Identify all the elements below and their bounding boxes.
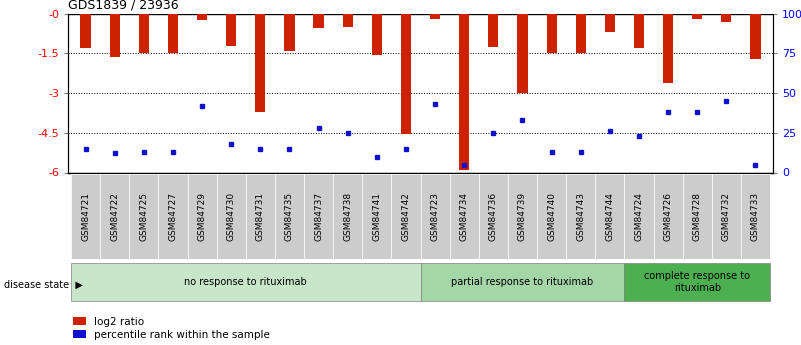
Text: GSM84731: GSM84731 [256,192,265,241]
Bar [372,14,382,55]
Bar [313,14,324,28]
Text: no response to rituximab: no response to rituximab [184,277,307,287]
Bar [489,14,498,47]
Bar [216,174,246,259]
Text: GSM84721: GSM84721 [81,192,90,241]
Bar [71,263,421,302]
Bar [333,174,362,259]
Bar [304,174,333,259]
Text: GSM84735: GSM84735 [285,192,294,241]
Text: GSM84734: GSM84734 [460,192,469,241]
Text: GSM84724: GSM84724 [634,192,643,241]
Text: GSM84726: GSM84726 [663,192,673,241]
Text: GSM84741: GSM84741 [372,192,381,241]
Text: GSM84740: GSM84740 [547,192,556,241]
Text: disease state  ▶: disease state ▶ [4,280,83,289]
Text: partial response to rituximab: partial response to rituximab [451,277,594,287]
Text: GSM84738: GSM84738 [343,192,352,241]
Bar [682,174,712,259]
Bar [537,174,566,259]
Bar [275,174,304,259]
Bar [80,14,91,48]
Bar [139,14,149,53]
Bar [226,14,236,46]
Text: GSM84722: GSM84722 [111,192,119,241]
Bar [421,263,625,302]
Bar [508,174,537,259]
Bar [459,14,469,170]
Bar [400,14,411,134]
Text: GSM84742: GSM84742 [401,192,410,241]
Bar [625,263,770,302]
Bar [605,14,615,32]
Bar [546,14,557,53]
Bar [576,14,586,53]
Bar [110,14,120,57]
Bar [159,174,187,259]
Bar [654,174,682,259]
Bar [197,14,207,20]
Bar [392,174,421,259]
Bar [751,14,761,59]
Bar [449,174,479,259]
Text: GSM84727: GSM84727 [168,192,178,241]
Bar [595,174,625,259]
Bar [625,174,654,259]
Bar [129,174,159,259]
Bar [741,174,770,259]
Bar [284,14,295,51]
Bar [246,174,275,259]
Bar [712,174,741,259]
Bar [663,14,673,82]
Bar [100,174,129,259]
Text: complete response to
rituximab: complete response to rituximab [644,271,751,293]
Bar [517,14,528,93]
Bar [566,174,595,259]
Text: GDS1839 / 23936: GDS1839 / 23936 [68,0,179,11]
Bar [256,14,265,112]
Text: GSM84743: GSM84743 [576,192,586,241]
Bar [692,14,702,19]
Text: GSM84739: GSM84739 [518,192,527,241]
Bar [343,14,352,27]
Legend: log2 ratio, percentile rank within the sample: log2 ratio, percentile rank within the s… [74,317,270,340]
Text: GSM84725: GSM84725 [139,192,148,241]
Bar [362,174,392,259]
Text: GSM84728: GSM84728 [693,192,702,241]
Text: GSM84729: GSM84729 [198,192,207,241]
Bar [421,174,449,259]
Bar [168,14,178,53]
Bar [430,14,441,19]
Text: GSM84723: GSM84723 [431,192,440,241]
Bar [721,14,731,22]
Text: GSM84737: GSM84737 [314,192,323,241]
Text: GSM84730: GSM84730 [227,192,235,241]
Bar [479,174,508,259]
Bar [634,14,644,48]
Bar [187,174,216,259]
Text: GSM84733: GSM84733 [751,192,760,241]
Text: GSM84732: GSM84732 [722,192,731,241]
Text: GSM84744: GSM84744 [606,192,614,241]
Text: GSM84736: GSM84736 [489,192,498,241]
Bar [71,174,100,259]
